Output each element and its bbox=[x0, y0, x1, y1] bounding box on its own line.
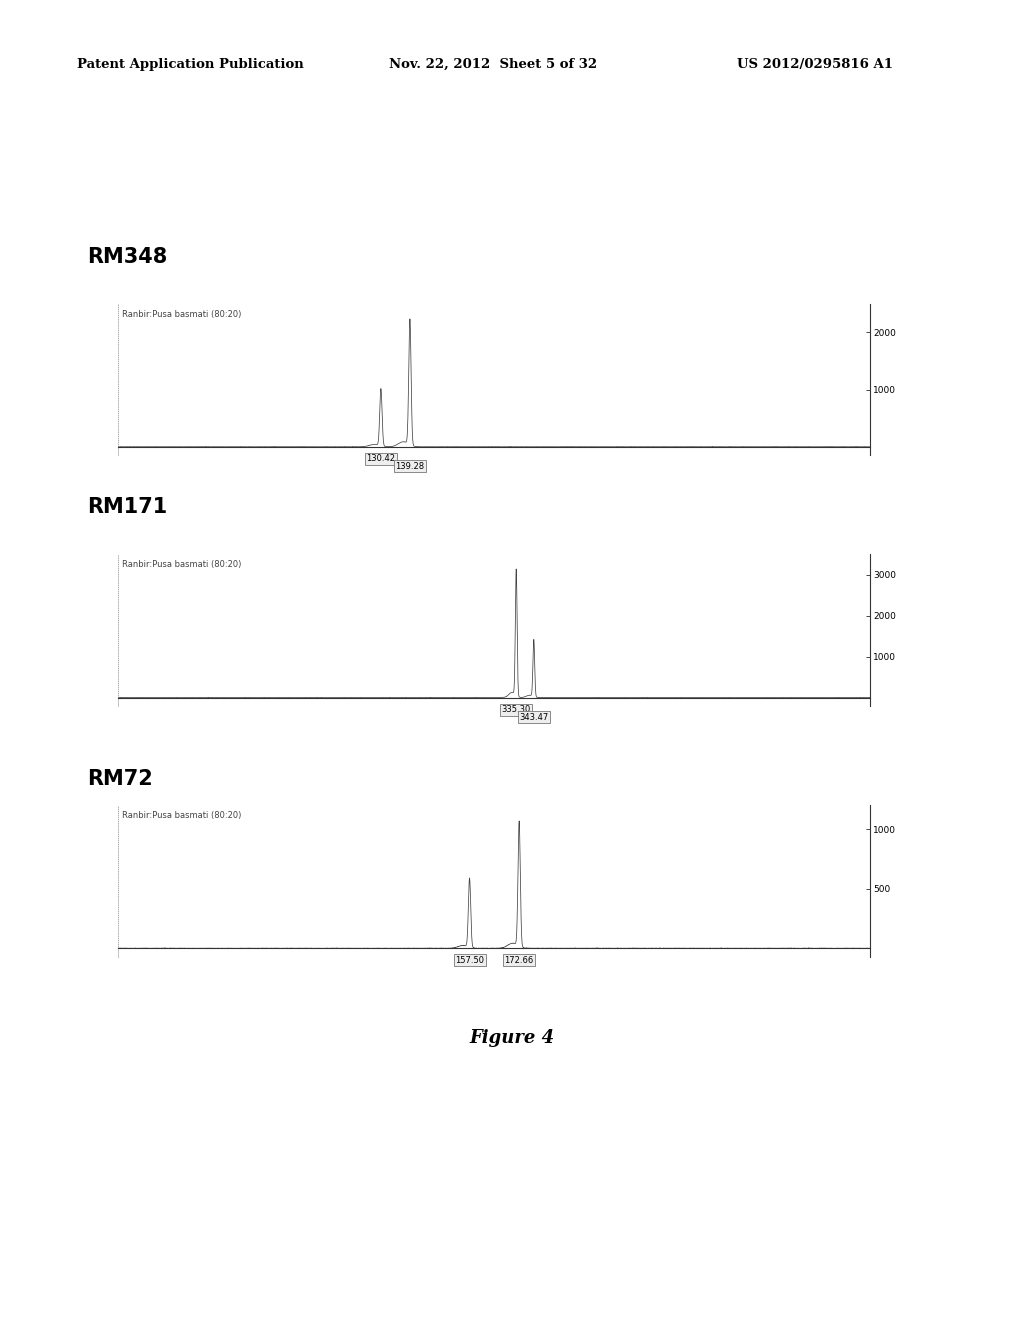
Text: Patent Application Publication: Patent Application Publication bbox=[77, 58, 303, 71]
Text: Figure 4: Figure 4 bbox=[469, 1028, 555, 1047]
Text: 172.66: 172.66 bbox=[505, 956, 534, 965]
Text: RM72: RM72 bbox=[87, 770, 153, 789]
Text: 130.42: 130.42 bbox=[367, 454, 395, 463]
Text: RM348: RM348 bbox=[87, 247, 167, 267]
Text: RM171: RM171 bbox=[87, 498, 167, 517]
Text: Ranbir:Pusa basmati (80:20): Ranbir:Pusa basmati (80:20) bbox=[122, 561, 241, 569]
Text: 343.47: 343.47 bbox=[519, 713, 549, 722]
Text: Nov. 22, 2012  Sheet 5 of 32: Nov. 22, 2012 Sheet 5 of 32 bbox=[389, 58, 597, 71]
Text: 157.50: 157.50 bbox=[455, 956, 484, 965]
Text: 139.28: 139.28 bbox=[395, 462, 425, 471]
Text: Ranbir:Pusa basmati (80:20): Ranbir:Pusa basmati (80:20) bbox=[122, 310, 241, 318]
Text: Ranbir:Pusa basmati (80:20): Ranbir:Pusa basmati (80:20) bbox=[122, 812, 241, 820]
Text: 335.30: 335.30 bbox=[502, 705, 530, 714]
Text: US 2012/0295816 A1: US 2012/0295816 A1 bbox=[737, 58, 893, 71]
